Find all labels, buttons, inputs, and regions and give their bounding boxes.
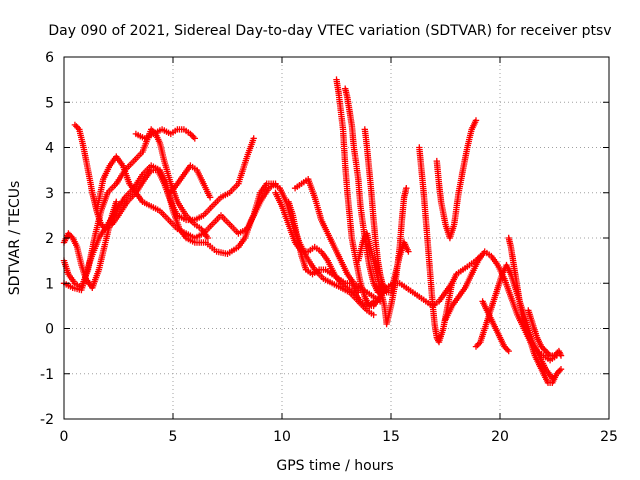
y-tick-label: 6	[45, 50, 54, 66]
data-point	[191, 135, 198, 142]
data-points	[60, 76, 565, 386]
x-tick-label: 25	[600, 429, 618, 445]
x-tick-label: 10	[273, 429, 291, 445]
series-arc-d	[60, 198, 120, 291]
x-axis-label: GPS time / hours	[276, 458, 393, 474]
y-tick-label: -2	[40, 412, 54, 428]
y-tick-label: 0	[45, 322, 54, 338]
series-arc-t	[525, 307, 565, 359]
series-arc-j	[285, 198, 362, 296]
data-point	[370, 311, 377, 319]
data-point	[405, 248, 412, 255]
data-point	[206, 194, 214, 201]
data-point	[557, 352, 565, 359]
data-point	[505, 347, 512, 355]
data-point	[370, 298, 377, 305]
series-arc-a	[60, 126, 212, 291]
y-axis-label: SDTVAR / TECUs	[7, 181, 23, 296]
chart-title: Day 090 of 2021, Sidereal Day-to-day VTE…	[48, 23, 611, 39]
series-arc-o	[416, 144, 484, 346]
y-tick-label: 3	[45, 186, 54, 202]
series-arc-s	[505, 234, 565, 386]
y-tick-label: -1	[40, 367, 54, 383]
series-arc-f	[132, 126, 198, 142]
data-point	[113, 198, 120, 205]
series-arc-c	[71, 121, 257, 233]
y-tick-label: 4	[45, 141, 54, 157]
axis-ticks: 0 5 10 15 20 25 -2 -1 0 1 2 3 4 5 6	[40, 50, 618, 445]
x-tick-label: 0	[60, 429, 69, 445]
series-arc-k	[333, 76, 377, 310]
y-tick-label: 2	[45, 231, 54, 247]
series-arc-u	[479, 298, 512, 355]
series-arc-p	[433, 117, 480, 242]
series-arc-i	[291, 176, 384, 305]
data-point	[250, 135, 257, 142]
y-tick-label: 1	[45, 276, 54, 292]
x-tick-label: 20	[491, 429, 509, 445]
data-point	[557, 366, 565, 373]
data-point	[204, 234, 212, 242]
data-point	[472, 117, 480, 124]
series-arc-n	[355, 185, 410, 328]
x-tick-label: 5	[169, 429, 178, 445]
x-tick-label: 15	[382, 429, 400, 445]
y-tick-label: 5	[45, 95, 54, 111]
data-point	[403, 185, 410, 192]
series-arc-g	[167, 162, 214, 201]
